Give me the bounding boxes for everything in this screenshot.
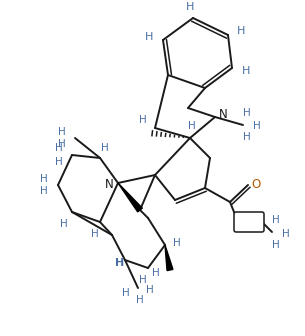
- Polygon shape: [118, 183, 142, 212]
- Text: H: H: [40, 186, 48, 196]
- Text: H: H: [152, 268, 160, 278]
- Text: N: N: [105, 178, 113, 192]
- Text: H: H: [173, 238, 181, 248]
- Text: H: H: [55, 143, 63, 153]
- Text: H: H: [272, 215, 280, 225]
- Text: H: H: [146, 285, 154, 295]
- Text: H: H: [242, 66, 250, 76]
- Text: H: H: [115, 258, 125, 268]
- Text: H: H: [58, 139, 66, 149]
- Text: H: H: [136, 295, 144, 305]
- Text: H: H: [237, 26, 245, 36]
- Polygon shape: [165, 245, 173, 270]
- Text: H: H: [243, 132, 251, 142]
- Text: H: H: [122, 288, 130, 298]
- Text: O: O: [251, 178, 261, 192]
- Text: H: H: [188, 121, 196, 131]
- Text: H: H: [272, 240, 280, 250]
- Text: Abs: Abs: [241, 217, 257, 226]
- Text: H: H: [60, 219, 68, 229]
- Text: H: H: [253, 121, 261, 131]
- Text: N: N: [219, 109, 227, 122]
- Text: H: H: [40, 174, 48, 184]
- Text: H: H: [139, 115, 147, 125]
- Text: H: H: [282, 229, 290, 239]
- Text: H: H: [58, 127, 66, 137]
- Text: H: H: [243, 108, 251, 118]
- Text: H: H: [186, 2, 194, 12]
- Text: H: H: [101, 143, 109, 153]
- FancyBboxPatch shape: [234, 212, 264, 232]
- Text: H: H: [145, 32, 153, 42]
- Text: H: H: [91, 229, 99, 239]
- Text: H: H: [55, 157, 63, 167]
- Text: H: H: [139, 275, 147, 285]
